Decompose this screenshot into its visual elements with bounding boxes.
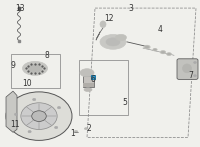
Text: 11: 11: [10, 120, 20, 129]
Circle shape: [55, 126, 58, 129]
FancyBboxPatch shape: [177, 59, 198, 79]
Circle shape: [32, 111, 46, 121]
Circle shape: [21, 103, 57, 130]
Text: 7: 7: [189, 71, 193, 80]
Text: 10: 10: [22, 78, 32, 88]
Text: 5: 5: [123, 98, 127, 107]
Bar: [91, 75, 95, 79]
Bar: [83, 83, 94, 87]
Ellipse shape: [74, 131, 78, 133]
Circle shape: [28, 131, 31, 133]
Bar: [83, 76, 94, 87]
Ellipse shape: [145, 46, 149, 48]
Ellipse shape: [84, 128, 88, 130]
Circle shape: [194, 61, 196, 64]
Ellipse shape: [182, 64, 192, 73]
Text: 6: 6: [91, 75, 95, 84]
Circle shape: [33, 98, 36, 101]
Ellipse shape: [100, 35, 126, 49]
Ellipse shape: [116, 34, 127, 41]
Ellipse shape: [168, 53, 170, 55]
Text: 8: 8: [45, 51, 49, 60]
Ellipse shape: [28, 64, 42, 72]
Text: 9: 9: [11, 61, 15, 70]
Ellipse shape: [80, 69, 94, 77]
Ellipse shape: [166, 53, 172, 56]
Ellipse shape: [106, 38, 120, 46]
Ellipse shape: [153, 48, 157, 51]
Text: 13: 13: [15, 4, 25, 13]
Bar: [79, 60, 128, 115]
Circle shape: [57, 106, 61, 109]
Ellipse shape: [161, 51, 165, 53]
Ellipse shape: [84, 88, 92, 91]
Circle shape: [194, 75, 196, 77]
Text: 1: 1: [71, 128, 75, 138]
Circle shape: [14, 113, 18, 116]
Text: 2: 2: [87, 124, 91, 133]
Ellipse shape: [100, 21, 106, 28]
Ellipse shape: [22, 61, 48, 75]
Polygon shape: [6, 91, 17, 132]
Circle shape: [6, 92, 72, 140]
Text: 12: 12: [104, 14, 114, 23]
Bar: [11, 54, 60, 88]
Ellipse shape: [144, 45, 150, 49]
Text: 4: 4: [158, 25, 162, 34]
Text: 3: 3: [129, 4, 133, 13]
Ellipse shape: [160, 51, 166, 54]
Ellipse shape: [154, 49, 156, 50]
